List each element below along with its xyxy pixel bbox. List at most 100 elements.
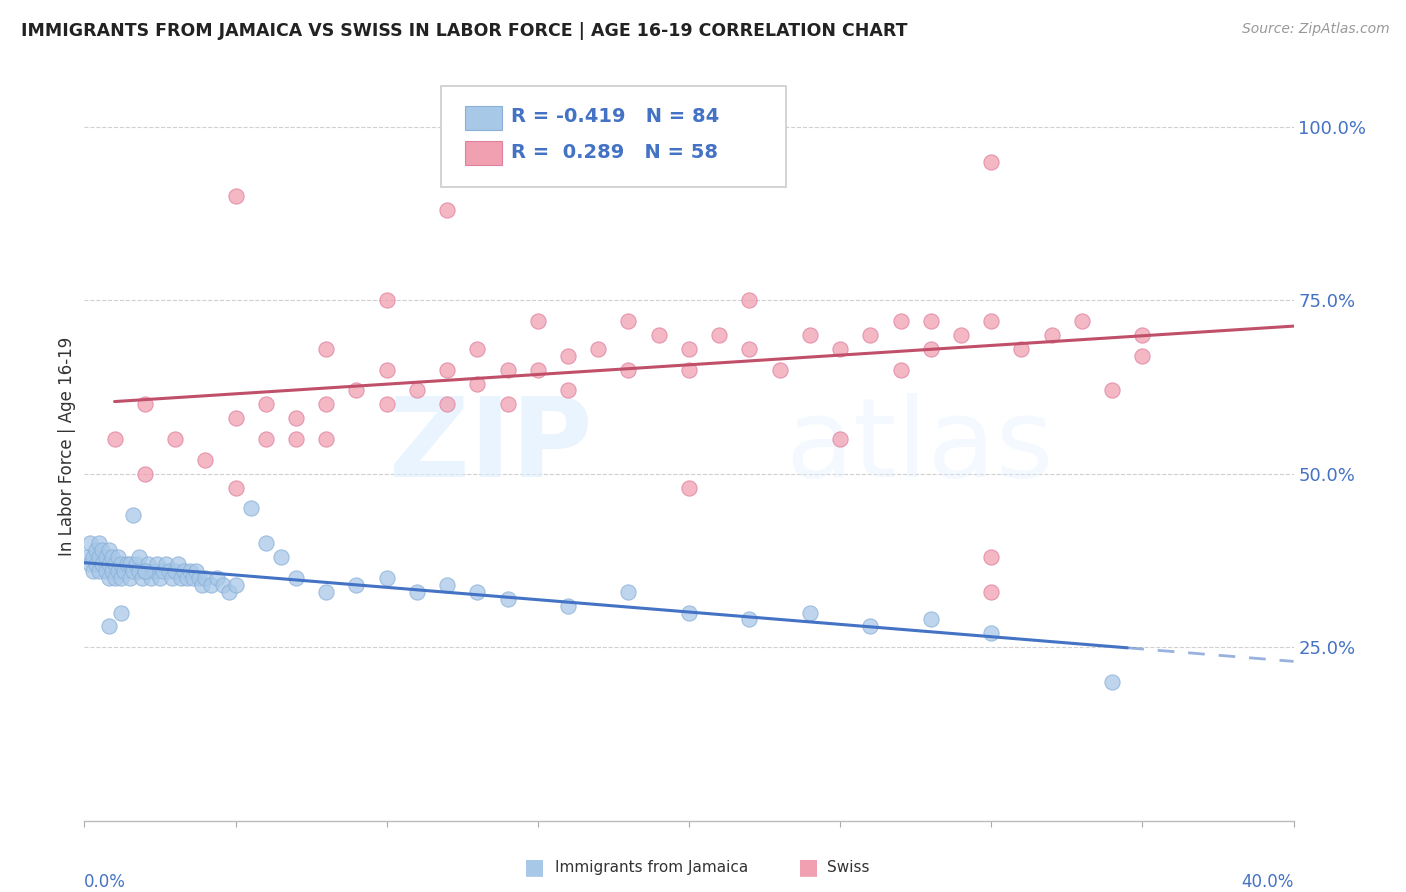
Point	[1040, 328, 1063, 343]
Point	[678, 362, 700, 376]
Point	[225, 411, 247, 425]
Point	[176, 571, 198, 585]
Point	[167, 557, 190, 571]
Point	[436, 203, 458, 218]
Point	[436, 397, 458, 411]
Point	[110, 571, 132, 585]
Point	[678, 606, 700, 620]
Point	[86, 543, 108, 558]
Point	[100, 549, 122, 564]
Point	[100, 564, 122, 578]
Point	[225, 578, 247, 592]
Point	[527, 314, 550, 328]
Point	[225, 189, 247, 203]
Point	[738, 293, 761, 308]
Point	[91, 543, 114, 558]
Text: ZIP: ZIP	[389, 392, 592, 500]
Point	[799, 606, 821, 620]
Point	[950, 328, 973, 343]
Point	[218, 584, 240, 599]
Point	[165, 432, 187, 446]
Point	[859, 328, 882, 343]
Point	[890, 362, 912, 376]
Point	[118, 571, 141, 585]
Point	[1101, 674, 1123, 689]
Point	[112, 564, 135, 578]
Point	[315, 397, 337, 411]
Point	[617, 584, 640, 599]
Point	[207, 571, 229, 585]
Point	[769, 362, 792, 376]
Point	[194, 571, 217, 585]
Point	[97, 557, 120, 571]
Point	[89, 564, 111, 578]
Text: Immigrants from Jamaica: Immigrants from Jamaica	[555, 860, 748, 874]
Y-axis label: In Labor Force | Age 16-19: In Labor Force | Age 16-19	[58, 336, 76, 556]
Point	[94, 549, 117, 564]
Point	[107, 564, 129, 578]
Text: R =  0.289   N = 58: R = 0.289 N = 58	[512, 143, 718, 161]
Point	[152, 564, 174, 578]
Text: 40.0%: 40.0%	[1241, 873, 1294, 891]
Text: ■: ■	[524, 857, 544, 877]
Point	[118, 557, 141, 571]
Point	[496, 397, 519, 411]
Point	[830, 342, 852, 356]
Point	[467, 584, 489, 599]
Point	[980, 549, 1002, 564]
Point	[86, 557, 108, 571]
Point	[315, 342, 337, 356]
Point	[89, 549, 111, 564]
Point	[181, 571, 204, 585]
Bar	[465, 141, 502, 165]
Point	[225, 481, 247, 495]
Point	[186, 564, 208, 578]
Point	[467, 342, 489, 356]
Point	[980, 626, 1002, 640]
Point	[920, 612, 942, 626]
Point	[79, 557, 101, 571]
Point	[134, 397, 156, 411]
Point	[136, 557, 159, 571]
Point	[128, 549, 150, 564]
Point	[97, 571, 120, 585]
Point	[588, 342, 610, 356]
Point	[1071, 314, 1094, 328]
Point	[121, 564, 143, 578]
Point	[104, 432, 127, 446]
Point	[799, 328, 821, 343]
Point	[980, 314, 1002, 328]
Point	[285, 411, 308, 425]
Point	[738, 612, 761, 626]
Point	[91, 557, 114, 571]
Point	[110, 606, 132, 620]
FancyBboxPatch shape	[441, 87, 786, 187]
Point	[270, 549, 292, 564]
Point	[375, 397, 398, 411]
Point	[557, 384, 579, 398]
Point	[406, 584, 429, 599]
Point	[254, 432, 277, 446]
Point	[104, 571, 127, 585]
Text: 0.0%: 0.0%	[84, 873, 127, 891]
Point	[191, 578, 214, 592]
Point	[920, 342, 942, 356]
Point	[1101, 384, 1123, 398]
Point	[107, 549, 129, 564]
Point	[121, 508, 143, 523]
Point	[375, 362, 398, 376]
Point	[212, 578, 235, 592]
Text: Source: ZipAtlas.com: Source: ZipAtlas.com	[1241, 22, 1389, 37]
Point	[94, 564, 117, 578]
Point	[254, 397, 277, 411]
Point	[76, 549, 98, 564]
Point	[406, 384, 429, 398]
Point	[173, 564, 195, 578]
Point	[678, 342, 700, 356]
Point	[496, 362, 519, 376]
Point	[557, 599, 579, 613]
Point	[104, 557, 127, 571]
Point	[375, 571, 398, 585]
Point	[859, 619, 882, 633]
Point	[496, 591, 519, 606]
